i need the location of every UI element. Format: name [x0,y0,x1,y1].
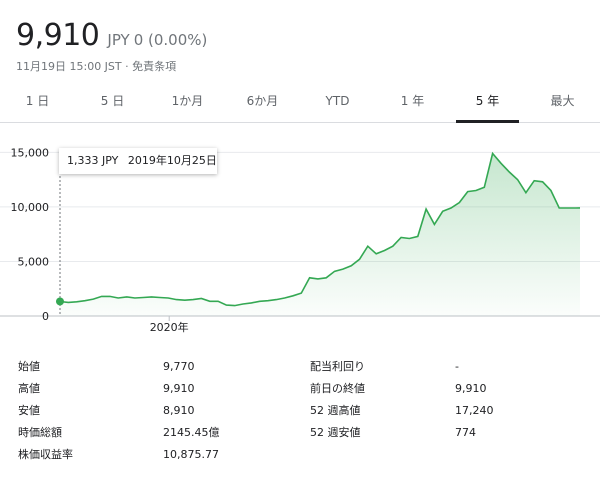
stat-value-52w-high: 17,240 [455,404,494,417]
stat-label-prev-close: 前日の終値 [310,382,365,395]
y-axis: 15,000 10,000 5,000 0 [11,146,50,323]
stat-value-dividend-yield: - [455,360,459,373]
stat-label-dividend-yield: 配当利回り [310,360,365,373]
stat-label-52w-low: 52 週安値 [310,426,361,439]
x-tick-label: 2020年 [150,320,189,334]
stat-label-low: 安値 [18,404,40,417]
range-tabs: 1 日 5 日 1か月 6か月 YTD 1 年 5 年 最大 [0,80,600,123]
price-chart[interactable]: 15,000 10,000 5,000 0 2020年 [0,124,600,344]
chart-tooltip: 1,333 JPY 2019年10月25日 [59,148,217,174]
stat-row: 52 週安値 774 [310,422,595,444]
stat-label-high: 高値 [18,382,40,395]
stat-value-market-cap: 2145.45億 [163,426,220,439]
stat-row: 配当利回り - [310,356,595,378]
tab-1-day[interactable]: 1 日 [25,94,50,108]
stats-left-column: 始値 9,770 高値 9,910 安値 8,910 時価総額 2145.45億 株価収… [18,356,303,466]
stat-row: 安値 8,910 [18,400,303,422]
stat-value-open: 9,770 [163,360,195,373]
y-tick-label: 5,000 [18,255,50,268]
stats-right-column: 配当利回り - 前日の終値 9,910 52 週高値 17,240 52 週安値 774 [310,356,595,444]
stat-value-high: 9,910 [163,382,195,395]
stat-value-low: 8,910 [163,404,195,417]
stat-row: 52 週高値 17,240 [310,400,595,422]
y-tick-label: 15,000 [11,146,50,159]
price-line [59,151,581,307]
stat-row: 株価収益率 10,875.77 [18,444,303,466]
stat-value-prev-close: 9,910 [455,382,487,395]
stat-row: 始値 9,770 [18,356,303,378]
stat-value-52w-low: 774 [455,426,476,439]
stat-value-pe-ratio: 10,875.77 [163,448,219,461]
hover-point [56,297,64,306]
stat-row: 前日の終値 9,910 [310,378,595,400]
stat-row: 高値 9,910 [18,378,303,400]
tab-ytd[interactable]: YTD [325,94,350,108]
price-area-fill [60,153,580,316]
timestamp-disclaimer[interactable]: 11月19日 15:00 JST · 免責条項 [16,60,177,73]
stat-label-market-cap: 時価総額 [18,426,62,439]
stat-row: 時価総額 2145.45億 [18,422,303,444]
currency-label: JPY [107,31,130,49]
tab-5-year[interactable]: 5 年 [450,80,525,123]
price-header: 9,910 JPY 0 (0.00%) [16,18,207,53]
tooltip-date: 2019年10月25日 [127,154,217,167]
stat-label-open: 始値 [18,360,40,373]
tab-6-month[interactable]: 6か月 [246,94,279,108]
stat-label-pe-ratio: 株価収益率 [18,448,73,461]
tab-5-day[interactable]: 5 日 [100,94,125,108]
tab-1-month[interactable]: 1か月 [171,94,204,108]
price-change: 0 (0.00%) [133,31,208,49]
current-price: 9,910 [16,18,100,53]
tab-max[interactable]: 最大 [550,94,575,108]
x-axis: 2020年 [150,316,189,334]
stat-label-52w-high: 52 週高値 [310,404,361,417]
y-tick-label: 10,000 [11,201,50,214]
tooltip-price: 1,333 JPY [67,154,119,167]
tab-1-year[interactable]: 1 年 [400,94,425,108]
y-tick-label: 0 [42,310,49,323]
